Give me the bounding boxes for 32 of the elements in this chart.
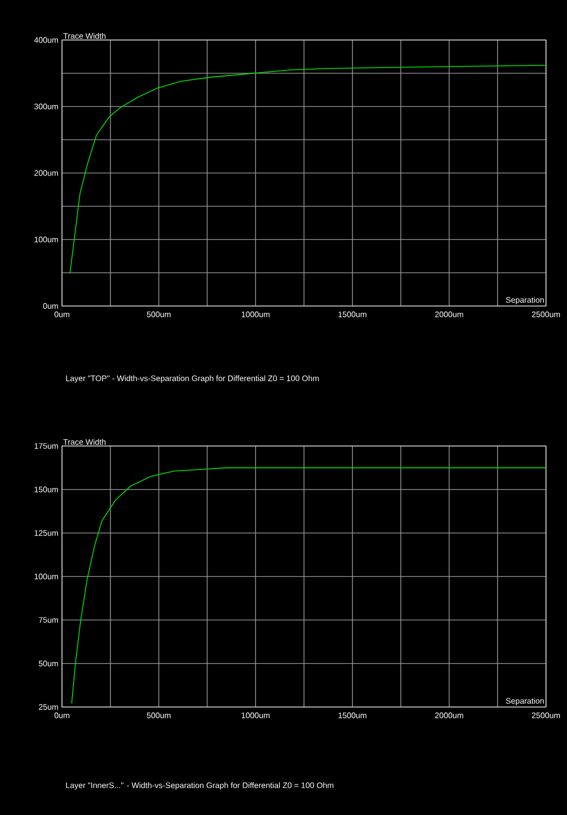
x-tick-label: 2000um [435,712,464,718]
line-series [71,467,546,704]
x-axis-title: Separation [506,296,544,304]
x-tick-label: 1000um [242,312,270,318]
x-tick-label: 500um [146,312,170,318]
x-tick-label: 0um [54,712,70,718]
y-tick-label: 100um [34,236,58,242]
x-tick-label: 1500um [338,312,366,318]
y-tick-label: 50um [38,660,58,666]
x-tick-label: 2500um [532,712,560,718]
y-tick-label: 200um [34,170,58,176]
y-tick-label: 150um [34,486,58,492]
y-tick-label: 125um [34,530,58,536]
y-tick-label: 175um [34,443,58,449]
x-axis-title: Separation [506,698,544,706]
y-tick-label: 25um [38,704,58,710]
x-tick-label: 1000um [242,712,270,718]
x-tick-label: 1500um [338,712,366,718]
x-tick-label: 2000um [435,312,464,318]
y-tick-label: 400um [34,37,58,43]
text: Layer "InnerS..." - Width-vs-Separation Graph for Differential Z0 = 100 Ohm [66,782,334,790]
x-tick-label: 2500um [532,312,560,318]
y-axis-title: Trace Width [63,32,106,39]
x-tick-label: 500um [146,712,170,718]
text: Layer "TOP" - Width-vs-Separation Graph for Differential Z0 = 100 Ohm [66,375,319,383]
x-tick-label: 0um [54,312,70,318]
y-tick-label: 0um [43,303,58,309]
y-tick-label: 100um [34,574,58,580]
y-axis-title: Trace Width [63,438,106,445]
y-tick-label: 75um [38,617,58,623]
y-tick-label: 300um [34,104,58,110]
line-series [69,64,546,274]
